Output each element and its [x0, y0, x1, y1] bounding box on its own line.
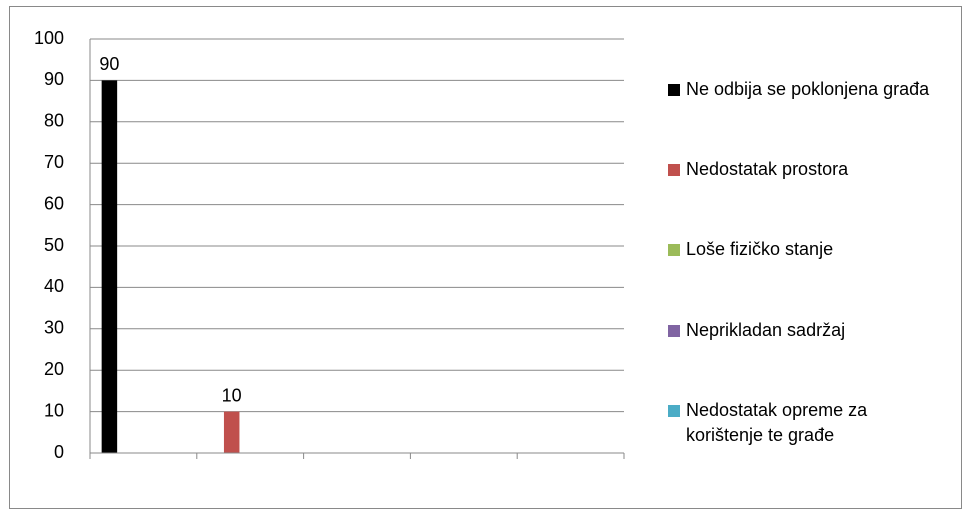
y-tick-label: 90: [44, 69, 64, 89]
legend-label: Nedostatak prostora: [686, 159, 849, 179]
legend-line: Nedostatak opreme za: [686, 400, 868, 420]
legend-label: Loše fizičko stanje: [686, 239, 833, 259]
legend-label: Nedostatak opreme za korištenje te građe: [686, 400, 868, 445]
y-tick-label: 100: [34, 28, 64, 48]
y-tick-label: 20: [44, 359, 64, 379]
legend-label: Ne odbija se poklonjena građa: [686, 79, 930, 99]
bar: [101, 80, 118, 454]
chart-frame: [9, 6, 962, 509]
legend-swatch: [668, 164, 680, 176]
y-tick-label: 30: [44, 318, 64, 338]
data-label: 90: [99, 54, 119, 74]
bar: [223, 411, 240, 453]
legend-swatch: [668, 84, 680, 96]
legend-line: korištenje te građe: [686, 425, 834, 445]
y-tick-label: 40: [44, 276, 64, 296]
data-label: 10: [222, 385, 242, 405]
legend-swatch: [668, 405, 680, 417]
y-tick-label: 10: [44, 400, 64, 420]
y-tick-label: 70: [44, 152, 64, 172]
legend-swatch: [668, 325, 680, 337]
legend-label: Neprikladan sadržaj: [686, 320, 845, 340]
y-tick-label: 50: [44, 235, 64, 255]
y-tick-label: 80: [44, 111, 64, 131]
legend-swatch: [668, 244, 680, 256]
y-tick-label: 0: [54, 442, 64, 462]
y-tick-label: 60: [44, 193, 64, 213]
